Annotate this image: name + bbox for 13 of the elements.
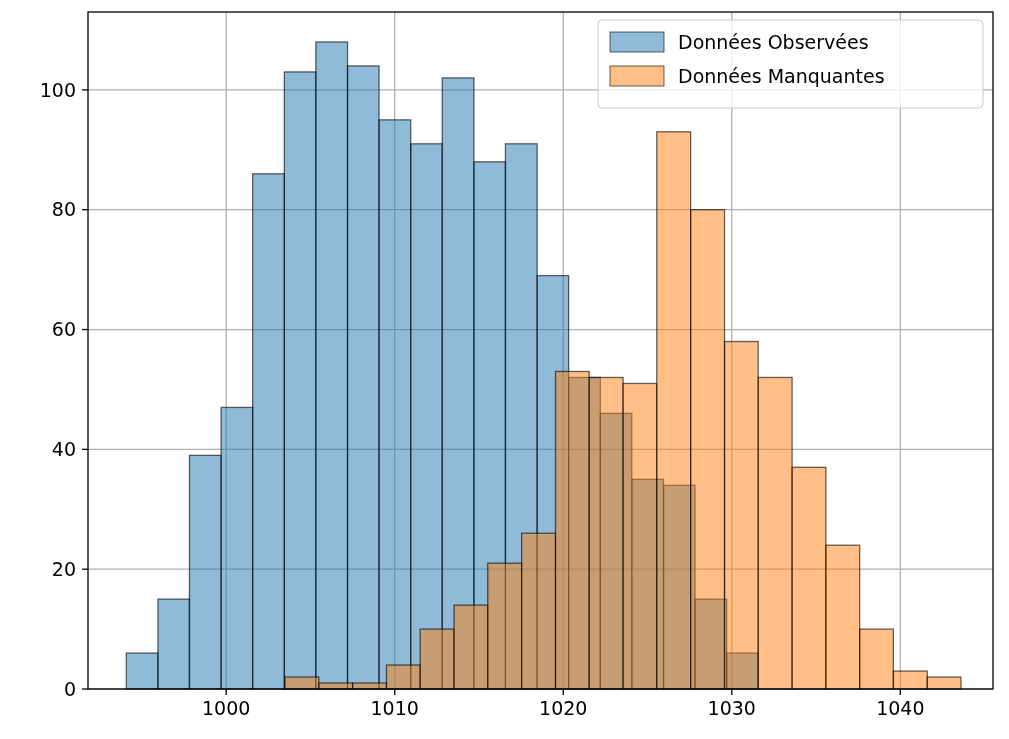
x-tick-label: 1040 bbox=[876, 697, 925, 719]
x-tick-label: 1000 bbox=[202, 697, 251, 719]
y-tick-label: 100 bbox=[39, 78, 76, 101]
x-tick-label: 1010 bbox=[370, 697, 419, 719]
y-tick-label: 80 bbox=[51, 198, 76, 221]
x-tick-label: 1030 bbox=[707, 697, 756, 719]
legend-label: Données Manquantes bbox=[678, 64, 885, 87]
y-tick-label: 40 bbox=[51, 438, 76, 460]
y-tick-label: 60 bbox=[51, 318, 76, 341]
legend-label: Données Observées bbox=[678, 30, 869, 53]
y-tick-label: 20 bbox=[51, 557, 76, 580]
y-tick-label: 0 bbox=[63, 677, 76, 700]
x-tick-label: 1020 bbox=[539, 697, 588, 719]
